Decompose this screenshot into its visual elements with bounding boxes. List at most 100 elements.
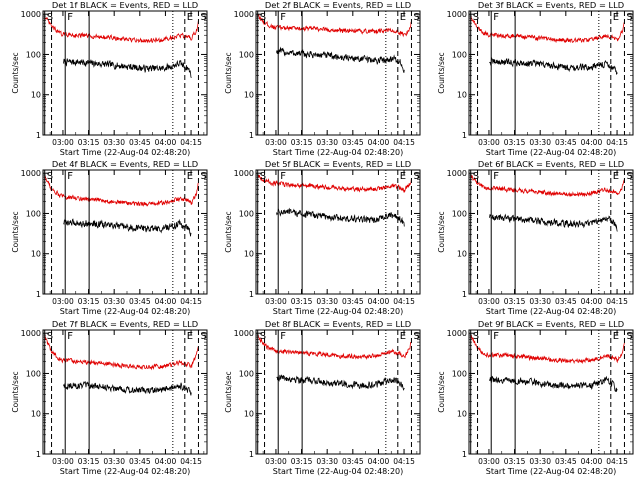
x-tick-label: 04:00	[155, 297, 177, 306]
x-tick-label: 04:15	[393, 297, 415, 306]
plot-frame	[468, 10, 634, 136]
x-tick-label: 03:00	[52, 138, 74, 147]
x-tick-label: 03:30	[103, 457, 125, 466]
lld-trace	[44, 334, 199, 371]
lld-trace	[44, 17, 199, 44]
events-trace	[489, 57, 618, 75]
y-tick-label: 1000	[234, 329, 254, 338]
y-tick-label: 1000	[21, 329, 41, 338]
x-tick-label: 03:30	[529, 297, 551, 306]
marker-label: S	[473, 12, 479, 23]
y-tick-label: 1	[462, 290, 467, 299]
y-tick-label: 10	[31, 91, 41, 100]
x-tick-label: 03:15	[504, 457, 526, 466]
x-axis-label: Start Time (22-Aug-04 02:48:20)	[486, 467, 617, 476]
marker-label: S	[413, 331, 419, 342]
y-axis-label: Counts/sec	[437, 211, 446, 252]
y-tick-label: 10	[244, 250, 254, 259]
x-tick-label: 03:30	[316, 457, 338, 466]
events-trace	[63, 381, 192, 396]
marker-label: S	[200, 12, 206, 23]
marker-label: F	[493, 331, 499, 342]
events-trace	[63, 218, 192, 237]
events-trace	[63, 58, 192, 79]
y-tick-label: 1	[36, 290, 41, 299]
x-tick-label: 04:00	[155, 457, 177, 466]
x-tick-label: 03:30	[316, 138, 338, 147]
y-tick-label: 1000	[21, 10, 41, 19]
x-tick-label: 03:00	[52, 457, 74, 466]
x-tick-label: 03:15	[291, 297, 313, 306]
y-tick-label: 1000	[447, 10, 467, 19]
y-tick-label: 10	[244, 91, 254, 100]
x-tick-label: 03:15	[78, 297, 100, 306]
marker-label: S	[47, 331, 53, 342]
marker-label: F	[280, 171, 286, 182]
x-tick-label: 03:45	[129, 457, 151, 466]
marker-label: S	[200, 331, 206, 342]
x-tick-label: 03:45	[129, 138, 151, 147]
x-tick-label: 04:15	[180, 457, 202, 466]
panel-title: Det 4f BLACK = Events, RED = LLD	[52, 159, 198, 169]
y-tick-label: 10	[31, 410, 41, 419]
x-tick-label: 03:45	[342, 457, 364, 466]
y-tick-label: 100	[239, 369, 254, 378]
x-tick-label: 03:45	[342, 297, 364, 306]
plot-frame	[255, 329, 421, 455]
y-axis-label: Counts/sec	[11, 211, 20, 252]
plot-frame	[468, 329, 634, 455]
marker-label: E	[613, 12, 619, 23]
marker-label: S	[626, 12, 632, 23]
events-trace	[489, 213, 618, 232]
events-trace	[276, 46, 405, 73]
x-tick-label: 03:00	[265, 297, 287, 306]
y-axis-label: Counts/sec	[224, 371, 233, 412]
x-axis-label: Start Time (22-Aug-04 02:48:20)	[273, 307, 404, 316]
marker-label: S	[473, 331, 479, 342]
y-tick-label: 1	[249, 450, 254, 459]
x-tick-label: 03:15	[78, 138, 100, 147]
y-tick-label: 1	[249, 290, 254, 299]
y-tick-label: 100	[452, 209, 467, 218]
panel-title: Det 7f BLACK = Events, RED = LLD	[52, 319, 198, 329]
x-tick-label: 04:00	[581, 138, 603, 147]
x-tick-label: 03:15	[504, 138, 526, 147]
y-tick-label: 1	[462, 450, 467, 459]
panel-title: Det 3f BLACK = Events, RED = LLD	[478, 0, 624, 10]
lld-trace	[257, 334, 412, 360]
marker-label: S	[413, 12, 419, 23]
marker-label: S	[413, 171, 419, 182]
marker-label: E	[400, 331, 406, 342]
y-tick-label: 1	[462, 131, 467, 140]
marker-label: F	[280, 331, 286, 342]
marker-label: E	[187, 331, 193, 342]
marker-label: E	[400, 171, 406, 182]
panel-title: Det 6f BLACK = Events, RED = LLD	[478, 159, 624, 169]
y-tick-label: 10	[244, 410, 254, 419]
y-tick-label: 1000	[21, 169, 41, 178]
x-tick-label: 03:30	[103, 138, 125, 147]
x-axis-label: Start Time (22-Aug-04 02:48:20)	[486, 307, 617, 316]
marker-label: F	[67, 12, 73, 23]
x-tick-label: 04:15	[606, 457, 628, 466]
y-tick-label: 100	[239, 50, 254, 59]
x-tick-label: 03:30	[529, 138, 551, 147]
marker-label: S	[473, 171, 479, 182]
x-tick-label: 04:15	[180, 297, 202, 306]
y-tick-label: 1	[36, 450, 41, 459]
y-axis-label: Counts/sec	[437, 52, 446, 93]
y-tick-label: 1000	[234, 169, 254, 178]
y-tick-label: 100	[239, 209, 254, 218]
y-axis-label: Counts/sec	[224, 52, 233, 93]
panel-title: Det 5f BLACK = Events, RED = LLD	[265, 159, 411, 169]
y-axis-label: Counts/sec	[11, 371, 20, 412]
y-tick-label: 10	[31, 250, 41, 259]
y-tick-label: 10	[457, 410, 467, 419]
